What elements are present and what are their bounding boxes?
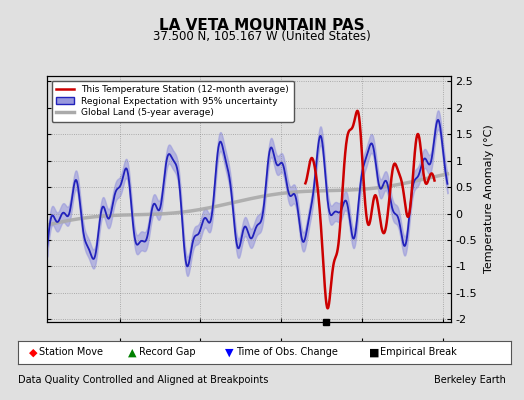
Text: Record Gap: Record Gap [139,347,195,358]
Text: Station Move: Station Move [39,347,103,358]
Y-axis label: Temperature Anomaly (°C): Temperature Anomaly (°C) [484,125,494,273]
Text: LA VETA MOUNTAIN PAS: LA VETA MOUNTAIN PAS [159,18,365,33]
Text: 37.500 N, 105.167 W (United States): 37.500 N, 105.167 W (United States) [153,30,371,43]
Text: Empirical Break: Empirical Break [380,347,456,358]
Text: Berkeley Earth: Berkeley Earth [434,375,506,385]
Text: ■: ■ [369,347,380,358]
Text: ◆: ◆ [29,347,37,358]
Text: Data Quality Controlled and Aligned at Breakpoints: Data Quality Controlled and Aligned at B… [18,375,269,385]
Text: ▼: ▼ [225,347,234,358]
Legend: This Temperature Station (12-month average), Regional Expectation with 95% uncer: This Temperature Station (12-month avera… [52,80,294,122]
Text: Time of Obs. Change: Time of Obs. Change [236,347,337,358]
Text: ▲: ▲ [128,347,137,358]
